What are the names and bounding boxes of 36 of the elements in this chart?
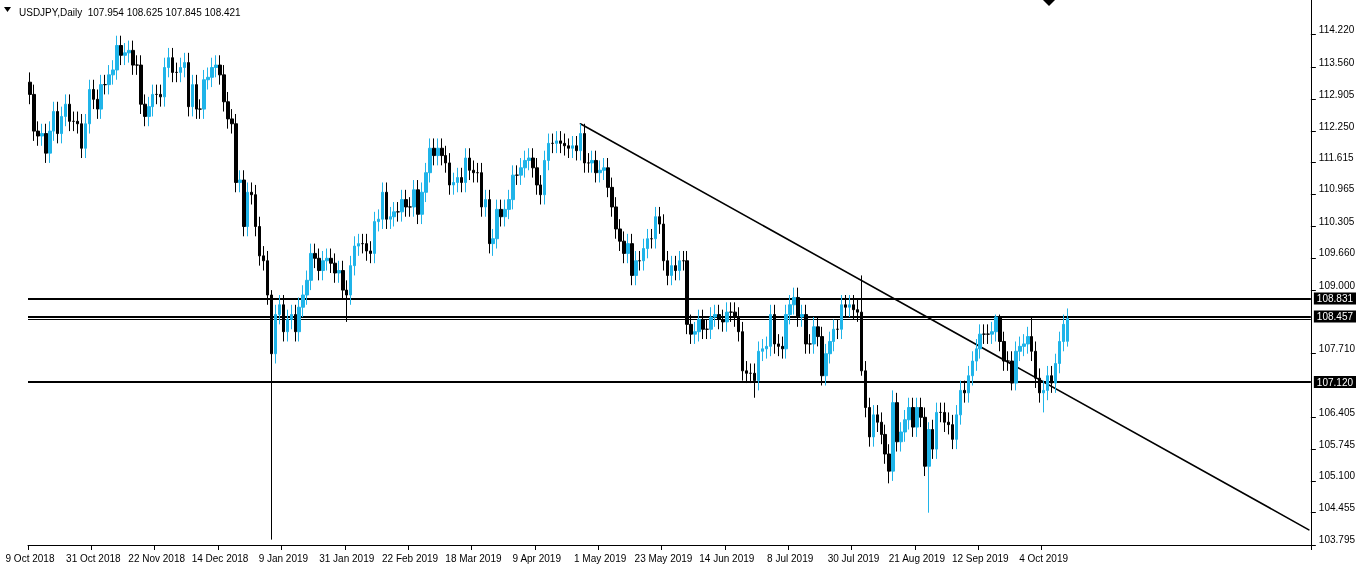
y-tick-label: 109.000 <box>1318 279 1356 291</box>
x-tick-label: 31 Oct 2018 <box>66 552 122 564</box>
y-tick-label: 107.710 <box>1318 342 1356 354</box>
x-tick-label: 12 Sep 2019 <box>951 552 1010 564</box>
y-tick-label: 104.455 <box>1318 501 1356 513</box>
x-tick-label: 31 Jan 2019 <box>319 552 375 564</box>
y-tick-label: 106.405 <box>1318 406 1356 418</box>
x-tick-label: 14 Jun 2019 <box>699 552 755 564</box>
x-tick-label: 9 Oct 2018 <box>5 552 55 564</box>
y-tick-label: 112.250 <box>1318 120 1355 132</box>
y-tick-label: 111.615 <box>1318 151 1354 163</box>
x-tick-label: 18 Mar 2019 <box>445 552 502 564</box>
y-tick-label: 112.905 <box>1318 88 1355 100</box>
x-tick-label: 14 Dec 2018 <box>191 552 249 564</box>
ref-line-label: 108.457 <box>1316 311 1354 323</box>
y-tick-label: 109.660 <box>1318 247 1356 259</box>
x-tick-label: 4 Oct 2019 <box>1019 552 1069 564</box>
y-tick-label: 105.100 <box>1318 470 1356 482</box>
y-tick-label: 105.745 <box>1318 438 1356 450</box>
x-tick-label: 9 Jan 2019 <box>258 552 309 564</box>
x-tick-label: 9 Apr 2019 <box>512 552 562 564</box>
y-tick-label: 110.305 <box>1318 215 1355 227</box>
x-tick-label: 23 May 2019 <box>634 552 693 564</box>
x-tick-label: 1 May 2019 <box>574 552 627 564</box>
x-tick-label: 22 Feb 2019 <box>382 552 439 564</box>
x-tick-label: 22 Nov 2018 <box>128 552 186 564</box>
y-tick-label: 103.795 <box>1318 534 1356 546</box>
y-tick-label: 113.560 <box>1318 56 1355 68</box>
x-tick-label: 30 Jul 2019 <box>827 552 880 564</box>
ref-line-label: 107.120 <box>1316 376 1354 388</box>
text: USDJPY,Daily 107.954 108.625 107.845 108.421 <box>19 6 242 18</box>
y-tick-label: 114.220 <box>1318 24 1355 36</box>
y-tick-label: 110.965 <box>1318 183 1355 195</box>
x-tick-label: 21 Aug 2019 <box>888 552 946 564</box>
ref-line-label: 108.831 <box>1316 292 1354 304</box>
x-tick-label: 8 Jul 2019 <box>767 552 814 564</box>
